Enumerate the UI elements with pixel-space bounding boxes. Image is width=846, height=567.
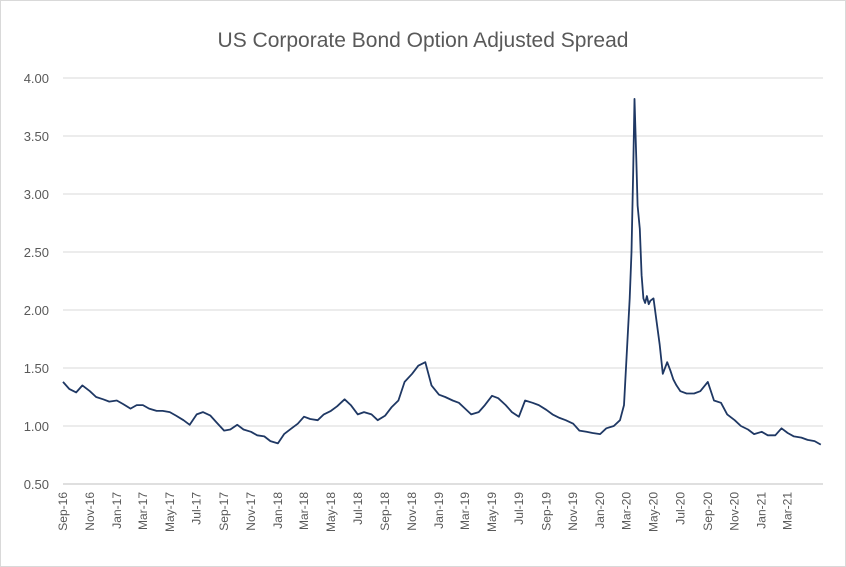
x-tick-label: Mar-21 [781, 492, 795, 530]
y-tick-label: 1.50 [24, 361, 49, 376]
x-tick-label: Jan-19 [432, 492, 446, 529]
x-tick-label: Nov-19 [566, 492, 580, 531]
y-tick-label: 3.50 [24, 129, 49, 144]
x-tick-label: Nov-16 [83, 492, 97, 531]
x-tick-label: May-19 [485, 492, 499, 532]
x-tick-label: Sep-20 [701, 492, 715, 531]
x-tick-label: May-20 [647, 492, 661, 532]
y-tick-label: 3.00 [24, 187, 49, 202]
x-tick-label: May-18 [324, 492, 338, 532]
x-tick-label: Jan-18 [271, 492, 285, 529]
x-tick-label: Sep-16 [56, 492, 70, 531]
y-tick-label: 2.00 [24, 303, 49, 318]
x-tick-label: Jul-17 [190, 492, 204, 525]
x-tick-label: Nov-18 [405, 492, 419, 531]
x-tick-label: Jul-20 [673, 492, 687, 525]
y-axis-tick-labels: 0.50 1.00 1.50 2.00 2.50 3.00 3.50 4.00 [24, 71, 49, 492]
y-tick-label: 4.00 [24, 71, 49, 86]
x-tick-label: Mar-17 [136, 492, 150, 530]
x-tick-label: Nov-20 [728, 492, 742, 531]
y-tick-label: 2.50 [24, 245, 49, 260]
spread-series-line [62, 98, 822, 446]
x-tick-label: Mar-19 [458, 492, 472, 530]
x-tick-label: Jan-17 [110, 492, 124, 529]
x-tick-label: Sep-18 [378, 492, 392, 531]
x-tick-label: Jan-20 [593, 492, 607, 529]
x-tick-label: Mar-20 [620, 492, 634, 530]
x-tick-label: Nov-17 [244, 492, 258, 531]
gridlines [63, 77, 823, 427]
x-tick-label: Mar-18 [297, 492, 311, 530]
x-tick-label: Jan-21 [755, 492, 769, 529]
x-tick-label: Jul-18 [351, 492, 365, 525]
x-tick-label: Sep-19 [539, 492, 553, 531]
x-tick-label: May-17 [163, 492, 177, 532]
x-tick-label: Sep-17 [217, 492, 231, 531]
y-tick-label: 0.50 [24, 477, 49, 492]
x-tick-label: Jul-19 [512, 492, 526, 525]
y-tick-label: 1.00 [24, 419, 49, 434]
chart-title: US Corporate Bond Option Adjusted Spread [218, 29, 629, 52]
x-axis-tick-labels: Sep-16 Nov-16 Jan-17 Mar-17 May-17 Jul-17 Sep-… [56, 492, 795, 532]
